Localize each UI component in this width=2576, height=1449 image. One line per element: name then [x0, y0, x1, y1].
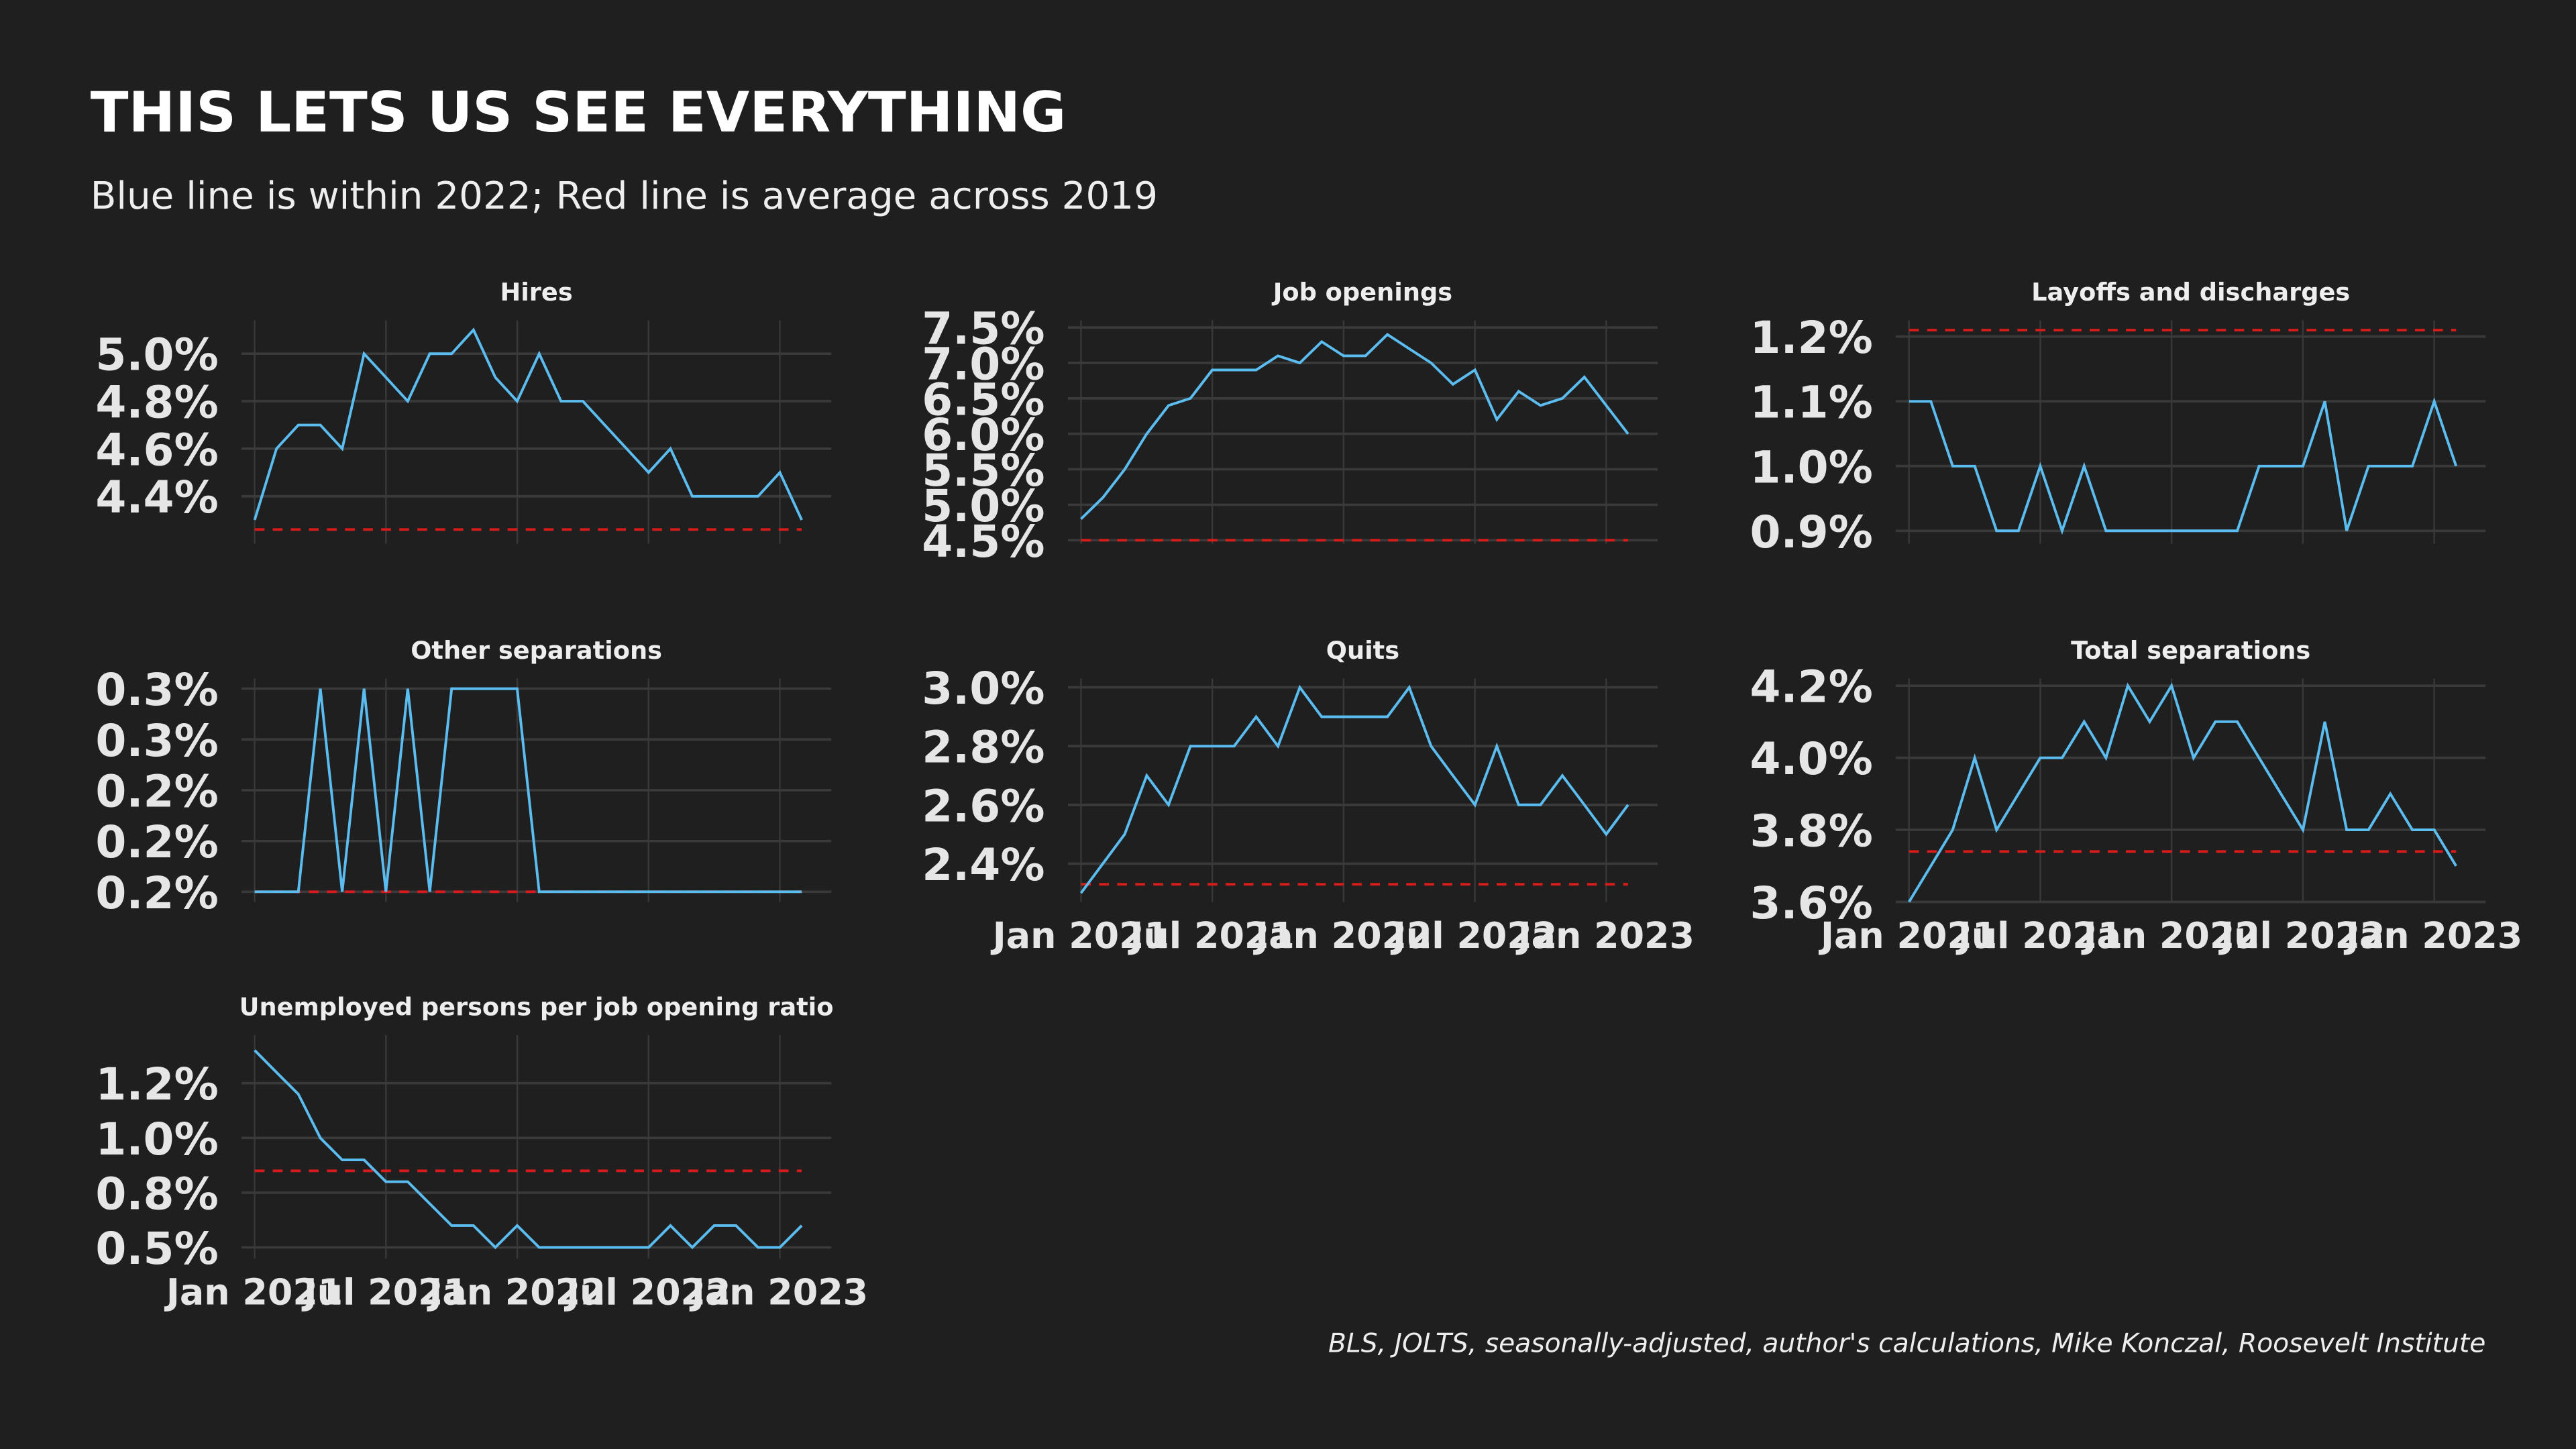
y-tick-label: 2.4% [922, 839, 1044, 891]
x-tick-label: Jan 2021 [164, 1271, 343, 1313]
subtitle: Blue line is within 2022; Red line is av… [91, 174, 1158, 218]
x-tick-label: Jul 2022 [1390, 914, 1558, 957]
panel-title: Quits [1326, 636, 1399, 665]
y-tick-label: 5.5% [922, 445, 1044, 496]
y-tick-label: 4.8% [95, 377, 218, 429]
x-tick-label: Jul 2021 [1127, 914, 1294, 957]
panel-title: Other separations [411, 636, 662, 665]
y-tick-label: 0.9% [1750, 506, 1872, 558]
y-tick-label: 5.0% [922, 480, 1044, 532]
data-line [253, 327, 803, 521]
y-tick-label: 3.6% [1750, 877, 1872, 929]
y-tick-label: 5.0% [95, 329, 218, 381]
x-tick-label: Jan 2023 [1515, 914, 1695, 957]
y-tick-label: 1.2% [95, 1059, 218, 1110]
panel-title: Unemployed persons per job opening ratio [239, 992, 834, 1021]
title: THIS LETS US SEE EVERYTHING [91, 80, 1067, 145]
y-tick-label: 1.0% [1750, 441, 1872, 493]
source: BLS, JOLTS, seasonally-adjusted, author'… [1328, 1329, 2485, 1359]
y-tick-label: 1.0% [95, 1114, 218, 1165]
y-tick-label: 0.5% [95, 1223, 218, 1275]
data-line [254, 687, 802, 894]
x-tick-label: Jan 2022 [2080, 914, 2259, 957]
data-line [1908, 682, 2457, 903]
x-tick-label: Jan 2023 [2343, 914, 2522, 957]
y-tick-label: 6.0% [922, 409, 1044, 461]
y-tick-label: 7.5% [922, 303, 1044, 355]
panel-title: Total separations [2071, 636, 2310, 665]
y-tick-label: 4.5% [922, 516, 1044, 568]
x-tick-label: Jan 2022 [426, 1271, 605, 1313]
x-tick-label: Jul 2022 [564, 1271, 731, 1313]
y-tick-label: 0.3% [95, 664, 218, 716]
x-tick-label: Jul 2022 [2218, 914, 2385, 957]
y-tick-label: 6.5% [922, 374, 1044, 425]
x-tick-label: Jan 2021 [1818, 914, 1997, 957]
panel-title: Job openings [1271, 278, 1452, 307]
data-line [1080, 333, 1629, 521]
x-tick-label: Jan 2023 [689, 1271, 868, 1313]
y-tick-label: 3.8% [1750, 806, 1872, 857]
y-tick-label: 4.2% [1750, 661, 1872, 713]
y-tick-label: 0.2% [95, 765, 218, 817]
y-tick-label: 4.4% [95, 472, 218, 523]
y-tick-label: 1.2% [1750, 312, 1872, 364]
data-line [1079, 684, 1629, 894]
data-line [254, 1049, 803, 1250]
y-tick-label: 4.0% [1750, 733, 1872, 785]
x-tick-label: Jan 2021 [990, 914, 1169, 957]
x-tick-label: Jul 2021 [301, 1271, 469, 1313]
y-tick-label: 0.2% [95, 816, 218, 868]
x-tick-label: Jan 2022 [1252, 914, 1432, 957]
panel-title: Layoffs and discharges [2031, 278, 2350, 307]
y-tick-label: 0.3% [95, 715, 218, 767]
x-tick-label: Jul 2021 [1955, 914, 2123, 957]
y-tick-label: 4.6% [95, 424, 218, 476]
panel-title: Hires [500, 278, 572, 307]
data-line [1909, 397, 2458, 535]
y-tick-label: 0.8% [95, 1168, 218, 1220]
y-tick-label: 2.8% [922, 722, 1044, 773]
y-tick-label: 1.1% [1750, 377, 1872, 429]
y-tick-label: 7.0% [922, 338, 1044, 390]
y-tick-label: 2.6% [922, 780, 1044, 832]
y-tick-label: 3.0% [922, 663, 1044, 714]
y-tick-label: 0.2% [95, 867, 218, 919]
